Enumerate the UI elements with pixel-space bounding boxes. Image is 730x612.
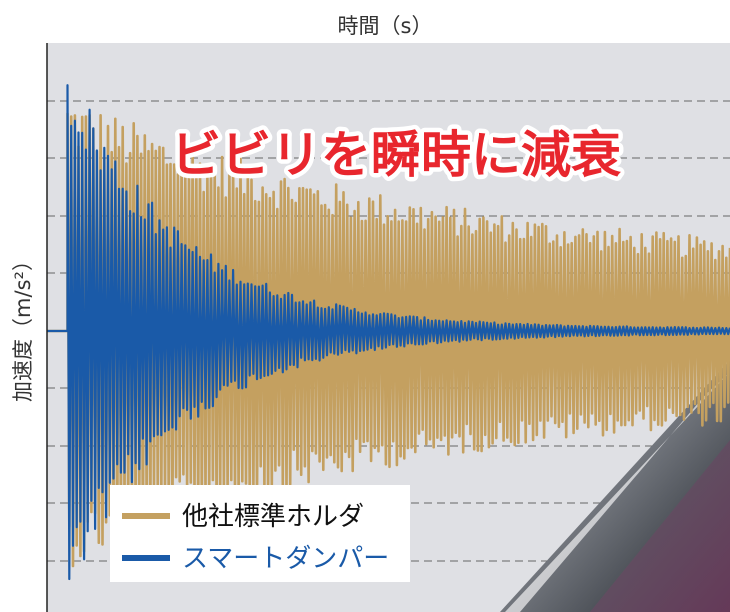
x-axis-title: 時間（s）: [338, 14, 433, 38]
legend: 他社標準ホルダ スマートダンパー: [110, 485, 410, 582]
y-axis-title: 加速度（m/s²）: [11, 250, 35, 402]
headline-callout: ビビリを瞬時に減衰: [171, 126, 621, 184]
legend-label-1: スマートダンパー: [182, 544, 389, 574]
legend-label-0: 他社標準ホルダ: [182, 502, 364, 532]
